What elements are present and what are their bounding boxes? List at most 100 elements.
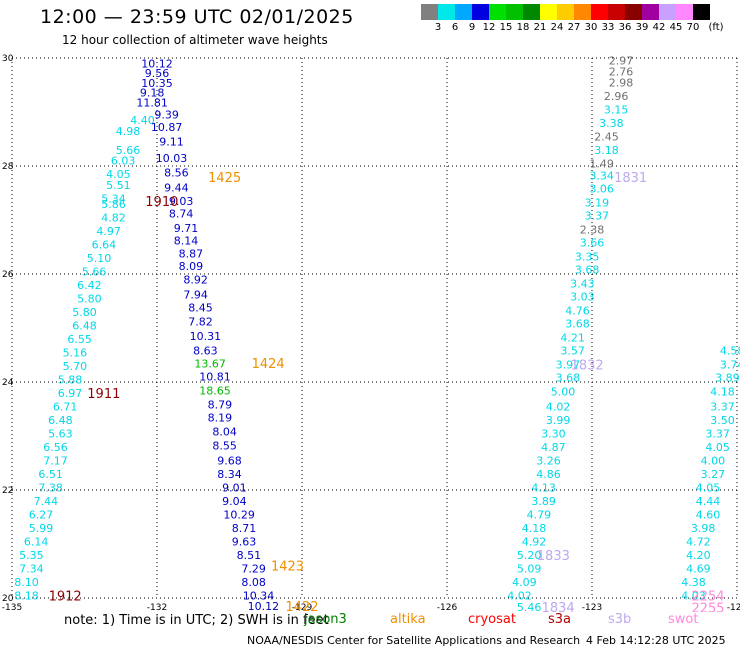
- satellite-s3a: s3a: [548, 612, 572, 627]
- wave-height-value: 3.43: [570, 278, 595, 291]
- pass-time-label: 1912: [49, 589, 82, 604]
- wave-height-value: 5.20: [517, 549, 542, 562]
- wave-height-value: 10.03: [156, 152, 188, 165]
- wave-height-value: 3.35: [575, 251, 600, 264]
- legend-label: 9: [468, 22, 476, 33]
- wave-height-value: 3.66: [580, 237, 605, 250]
- wave-height-value: 5.35: [19, 549, 44, 562]
- lon-tick-label: -135: [2, 603, 22, 612]
- wave-height-value: 13.67: [194, 358, 226, 371]
- wave-height-value: 4.02: [507, 589, 532, 602]
- legend-unit: (ft): [708, 22, 724, 33]
- wave-height-value: 5.46: [517, 601, 542, 612]
- legend-label: 30: [584, 22, 598, 33]
- wave-height-value: 9.71: [174, 222, 199, 235]
- wave-height-value: 7.29: [241, 562, 266, 575]
- wave-height-value: 7.94: [183, 289, 208, 302]
- pass-time-label: 1425: [208, 171, 241, 186]
- wave-height-value: 4.86: [536, 468, 561, 481]
- wave-height-value: 4.97: [96, 225, 121, 238]
- legend-label: 27: [567, 22, 581, 33]
- pass-time-label: 1424: [252, 357, 285, 372]
- wave-height-value: 6.42: [77, 279, 102, 292]
- wave-height-value: 3.15: [604, 103, 629, 116]
- generated-timestamp: 4 Feb 14:12:28 UTC 2025: [586, 634, 726, 647]
- wave-height-value: 2.45: [594, 130, 619, 143]
- wave-height-value: 9.04: [222, 495, 247, 508]
- wave-height-value: 3.74: [720, 359, 740, 372]
- wave-height-value: 1.49: [589, 157, 614, 170]
- legend-swatch: [472, 4, 489, 20]
- wave-height-value: 6.27: [29, 508, 54, 521]
- wave-height-value: 10.12: [141, 57, 173, 70]
- wave-height-value: 5.10: [87, 252, 112, 265]
- legend-swatch: [574, 4, 591, 20]
- lon-tick-label: -126: [437, 603, 458, 612]
- legend-label: 3: [434, 22, 442, 33]
- wave-height-value: 4.58: [720, 345, 740, 358]
- lat-tick-label: 24: [2, 378, 14, 388]
- pass-time-label: 1831: [614, 171, 647, 186]
- pass-time-label: 1423: [271, 560, 304, 575]
- wave-height-value: 9.63: [232, 535, 257, 548]
- wave-height-value: 5.34: [101, 192, 126, 205]
- pass-time-label: 1422: [285, 600, 318, 612]
- pass-time-label: 1832: [571, 359, 604, 374]
- wave-height-value: 9.18: [140, 87, 165, 100]
- wave-height-value: 3.98: [691, 522, 716, 535]
- wave-height-value: 4.00: [701, 454, 726, 467]
- legend-swatch: [489, 4, 506, 20]
- wave-height-value: 8.09: [179, 260, 204, 273]
- wave-height-value: 4.38: [681, 576, 706, 589]
- pass-time-label: 1834: [542, 601, 575, 612]
- lat-tick-label: 28: [2, 162, 14, 172]
- satellite-s3b: s3b: [608, 612, 632, 627]
- legend-swatch: [421, 4, 438, 20]
- wave-height-value: 8.79: [208, 399, 233, 412]
- wave-height-value: 9.01: [222, 481, 247, 494]
- wave-height-value: 4.87: [541, 441, 566, 454]
- lon-tick-label: -132: [147, 603, 167, 612]
- wave-height-value: 10.35: [141, 77, 173, 90]
- wave-height-value: 9.11: [159, 136, 184, 149]
- legend-swatch: [642, 4, 659, 20]
- wave-height-value: 4.79: [527, 508, 552, 521]
- wave-height-value: 6.03: [111, 155, 136, 168]
- wave-height-value: 3.06: [589, 183, 614, 196]
- wave-height-value: 8.04: [212, 426, 237, 439]
- wave-height-value: 5.88: [58, 373, 83, 386]
- wave-height-value: 3.68: [556, 372, 581, 385]
- wave-height-value: 7.17: [43, 454, 68, 467]
- wave-height-value: 3.18: [594, 144, 619, 157]
- wave-height-value: 3.03: [570, 291, 595, 304]
- wave-height-value: 7.82: [188, 316, 213, 329]
- wave-height-value: 4.69: [686, 562, 711, 575]
- wave-height-value: 5.66: [116, 144, 141, 157]
- legend-swatch: [506, 4, 523, 20]
- wave-height-value: 8.10: [14, 576, 39, 589]
- lon-tick-label: -129: [292, 603, 313, 612]
- wave-height-value: 3.38: [599, 117, 624, 130]
- legend-swatch: [591, 4, 608, 20]
- wave-height-value: 2.97: [609, 55, 634, 68]
- wave-height-value: 4.76: [565, 305, 590, 318]
- legend-label: 18: [516, 22, 530, 33]
- lat-tick-label: 22: [2, 486, 13, 496]
- wave-height-value: 8.45: [188, 301, 213, 314]
- wave-height-value: 3.37: [585, 210, 610, 223]
- legend-swatch: [608, 4, 625, 20]
- satellite-swot: swot: [668, 612, 699, 627]
- lat-tick-label: 26: [2, 270, 14, 280]
- pass-time-label: 1911: [87, 387, 120, 402]
- lon-tick-label: -123: [582, 603, 602, 612]
- wave-height-value: 5.16: [63, 346, 88, 359]
- pass-time-label: 1910: [145, 195, 178, 210]
- wave-height-value: 10.31: [190, 330, 222, 343]
- map-title: 12:00 — 23:59 UTC 02/01/2025: [40, 6, 354, 28]
- wave-height-value: 6.64: [92, 238, 117, 251]
- wave-height-value: 4.05: [106, 168, 131, 181]
- wave-height-value: 4.02: [546, 400, 571, 413]
- wave-height-value: 5.86: [101, 198, 126, 211]
- satellite-jason3: jason3: [304, 612, 347, 627]
- wave-height-value: 3.68: [565, 318, 590, 331]
